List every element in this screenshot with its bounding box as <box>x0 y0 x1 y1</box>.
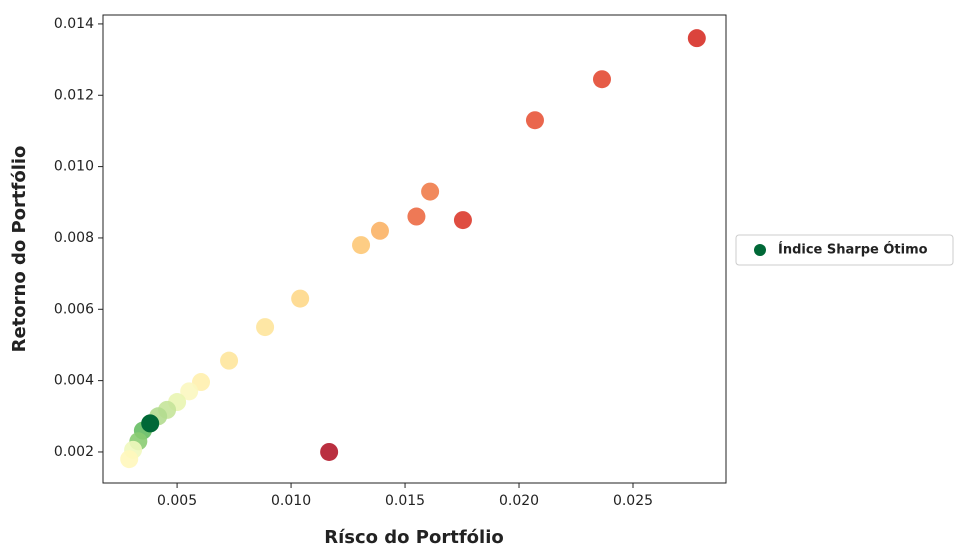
x-tick-label: 0.005 <box>157 493 197 509</box>
scatter-point <box>141 414 160 433</box>
scatter-point <box>525 111 544 130</box>
scatter-point <box>421 182 440 201</box>
legend-box <box>735 234 954 266</box>
scatter-point <box>407 207 426 226</box>
x-tick-label: 0.010 <box>271 493 311 509</box>
plot-frame <box>102 14 727 484</box>
x-axis-title: Rísco do Portfólio <box>324 527 504 548</box>
y-tick-label: 0.012 <box>54 87 94 103</box>
scatter-point <box>370 221 389 240</box>
x-tick-label: 0.025 <box>613 493 653 509</box>
scatter-point <box>687 29 706 48</box>
scatter-point <box>320 442 339 461</box>
scatter-point <box>256 318 275 337</box>
y-tick-label: 0.004 <box>54 373 94 389</box>
y-tick-label: 0.008 <box>54 230 94 246</box>
scatter-point <box>220 351 239 370</box>
x-tick-label: 0.020 <box>499 493 539 509</box>
x-tick-label: 0.015 <box>385 493 425 509</box>
scatter-point <box>180 382 199 401</box>
y-tick-label: 0.014 <box>54 16 94 32</box>
legend-label: Índice Sharpe Ótimo <box>778 242 928 258</box>
scatter-point <box>291 289 310 308</box>
y-tick-label: 0.006 <box>54 301 94 317</box>
scatter-point <box>592 70 611 89</box>
y-tick-label: 0.002 <box>54 444 94 460</box>
scatter-point <box>453 211 472 230</box>
scatter-point <box>352 236 371 255</box>
y-tick-label: 0.010 <box>54 159 94 175</box>
legend-marker <box>754 244 766 256</box>
y-axis-title: Retorno do Portfólio <box>9 146 30 353</box>
scatter-point <box>120 450 139 469</box>
